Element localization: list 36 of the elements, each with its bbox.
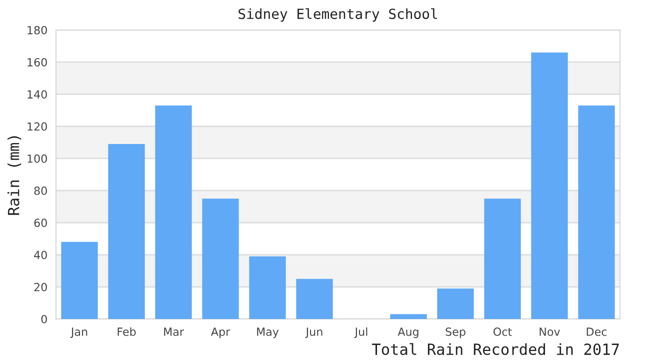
bar: [61, 242, 98, 319]
bar: [155, 105, 192, 319]
y-tick-label: 40: [34, 250, 47, 260]
y-tick-label: 80: [34, 186, 47, 195]
y-axis-title: Rain (mm): [8, 136, 22, 215]
bar: [249, 256, 286, 319]
x-tick-label: Nov: [540, 328, 560, 336]
chart-title: Sidney Elementary School: [238, 8, 437, 22]
x-tick-label: Jun: [305, 328, 322, 338]
x-tick-label: Aug: [398, 328, 418, 338]
bar: [437, 288, 474, 319]
y-tick-label: 60: [34, 218, 47, 228]
y-tick-label: 140: [28, 90, 47, 99]
x-tick-label: Mar: [164, 328, 184, 336]
x-axis-title: Total Rain Recorded in 2017: [372, 343, 619, 356]
y-tick-label: 20: [34, 282, 47, 292]
x-tick-label: Dec: [586, 328, 607, 336]
x-tick-label: Jul: [354, 327, 368, 338]
bar: [202, 198, 239, 319]
x-tick-label: Jan: [70, 328, 88, 338]
x-tick-label: Sep: [446, 328, 466, 338]
bar: [484, 198, 521, 319]
x-tick-label: Apr: [210, 328, 230, 338]
x-tick-label: Oct: [494, 328, 512, 336]
bar: [531, 52, 568, 319]
y-tick-label: 160: [28, 58, 47, 66]
y-tick-label: 100: [28, 154, 47, 163]
bar: [108, 144, 145, 319]
x-tick-label: Feb: [118, 327, 136, 336]
bar: [296, 278, 333, 319]
bar: [578, 105, 615, 319]
x-tick-label: May: [257, 328, 279, 338]
bar: [390, 314, 427, 319]
y-tick-label: 0: [41, 314, 47, 324]
y-tick-label: 180: [28, 26, 47, 34]
y-tick-label: 120: [28, 122, 47, 131]
